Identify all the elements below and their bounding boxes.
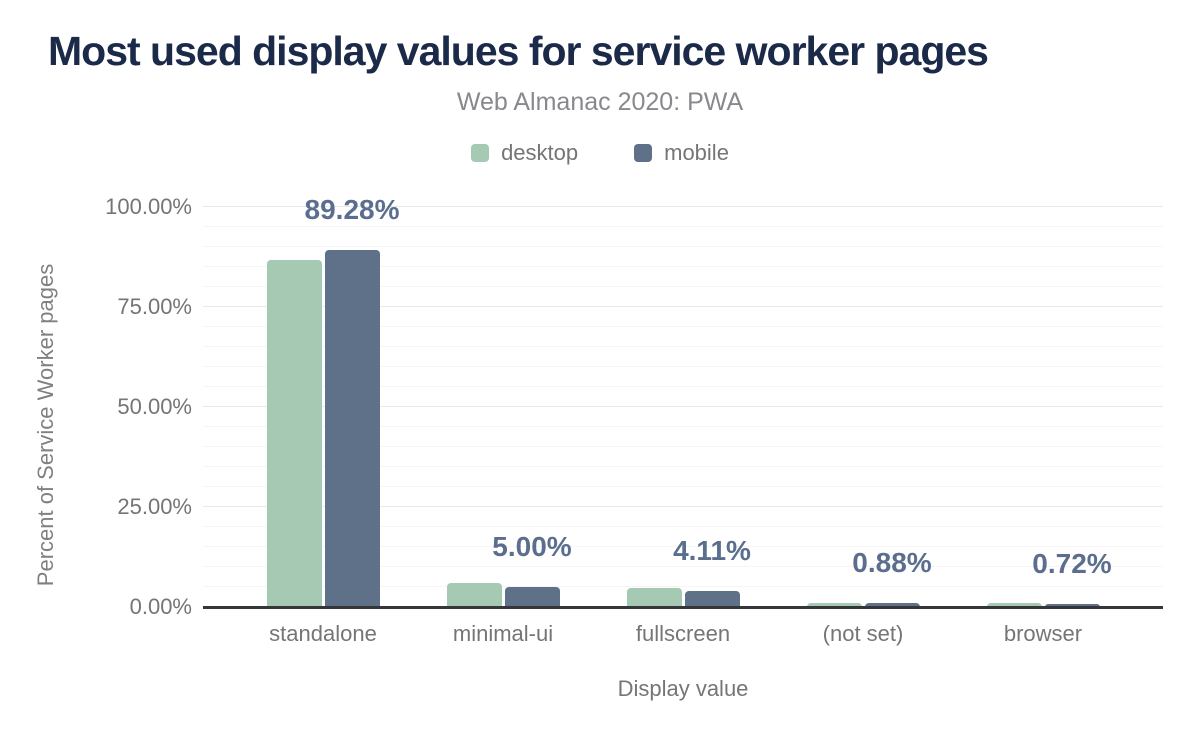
bar-desktop-minimal-ui[interactable] bbox=[446, 582, 502, 607]
category-label-not-set: (not set) bbox=[822, 621, 904, 646]
data-label-fullscreen: 4.11% bbox=[673, 534, 751, 566]
bar-desktop-standalone[interactable] bbox=[266, 260, 322, 607]
gridline-minor bbox=[203, 226, 1163, 227]
plot-area: 89.28% standalone 5.00% minimal-ui 4.11% full… bbox=[105, 194, 1163, 646]
bar-group-fullscreen: 4.11% fullscreen bbox=[593, 207, 773, 646]
gridline-major bbox=[203, 306, 1163, 307]
gridline-minor bbox=[203, 466, 1163, 467]
bar-group-standalone: 89.28% standalone bbox=[233, 195, 413, 646]
gridline-minor bbox=[203, 326, 1163, 327]
legend: desktop mobile bbox=[0, 140, 1200, 166]
bar-desktop-fullscreen[interactable] bbox=[626, 588, 682, 607]
bar-group-minimal-ui: 5.00% minimal-ui bbox=[413, 207, 593, 646]
bar-desktop-not-set[interactable] bbox=[806, 602, 862, 607]
gridline-minor bbox=[203, 386, 1163, 387]
gridline-minor bbox=[203, 486, 1163, 487]
gridline-minor bbox=[203, 286, 1163, 287]
gridline-minor bbox=[203, 586, 1163, 587]
y-tick-label-50: 50.00% bbox=[117, 394, 192, 419]
bar-mobile-minimal-ui[interactable]: 5.00% bbox=[492, 533, 572, 607]
data-label-browser: 0.72% bbox=[1032, 548, 1112, 580]
data-label-not-set: 0.88% bbox=[852, 547, 932, 579]
gridline-minor bbox=[203, 526, 1163, 527]
legend-item-desktop: desktop bbox=[471, 140, 578, 166]
bar-mobile-standalone[interactable]: 89.28% bbox=[305, 195, 399, 607]
bar-mobile-fullscreen[interactable]: 4.11% bbox=[673, 536, 751, 607]
gridline-minor bbox=[203, 266, 1163, 267]
legend-swatch-mobile bbox=[634, 144, 653, 162]
gridline-minor bbox=[203, 346, 1163, 347]
gridline-minor bbox=[203, 366, 1163, 367]
y-tick-label-25: 25.00% bbox=[117, 494, 192, 519]
bar-group-not-set: 0.88% (not set) bbox=[773, 207, 953, 646]
chart-title: Most used display values for service wor… bbox=[48, 28, 989, 74]
data-label-standalone: 89.28% bbox=[304, 193, 400, 225]
legend-item-mobile: mobile bbox=[634, 140, 729, 166]
bar-groups: 89.28% standalone 5.00% minimal-ui 4.11% full… bbox=[203, 195, 1163, 646]
x-axis-line bbox=[203, 606, 1163, 609]
legend-label-desktop: desktop bbox=[501, 140, 579, 165]
gridline-minor bbox=[203, 546, 1163, 547]
data-label-minimal-ui: 5.00% bbox=[492, 531, 572, 562]
gridline-minor bbox=[203, 446, 1163, 447]
bar-group-browser: 0.72% browser bbox=[953, 207, 1133, 646]
gridline-minor bbox=[203, 426, 1163, 427]
legend-label-mobile: mobile bbox=[664, 140, 729, 165]
bar-mobile-browser[interactable]: 0.72% bbox=[1032, 550, 1112, 607]
gridline-major bbox=[203, 206, 1163, 207]
gridline-minor bbox=[203, 246, 1163, 247]
y-tick-label-75: 75.00% bbox=[117, 294, 192, 319]
legend-swatch-desktop bbox=[471, 144, 490, 162]
y-tick-label-100: 100.00% bbox=[105, 194, 192, 219]
y-tick-label-0: 0.00% bbox=[129, 594, 192, 619]
gridline-minor bbox=[203, 566, 1163, 567]
category-label-browser: browser bbox=[1003, 621, 1083, 646]
x-axis-title: Display value bbox=[617, 676, 749, 701]
chart-subtitle: Web Almanac 2020: PWA bbox=[456, 88, 744, 116]
category-label-standalone: standalone bbox=[269, 621, 377, 646]
category-label-fullscreen: fullscreen bbox=[635, 621, 731, 646]
category-label-minimal-ui: minimal-ui bbox=[452, 621, 554, 646]
gridline-major bbox=[203, 506, 1163, 507]
bar-desktop-browser[interactable] bbox=[986, 603, 1042, 607]
gridline-major bbox=[203, 406, 1163, 407]
bar-mobile-not-set[interactable]: 0.88% bbox=[852, 549, 932, 607]
y-axis-title: Percent of Service Worker pages bbox=[33, 263, 58, 587]
